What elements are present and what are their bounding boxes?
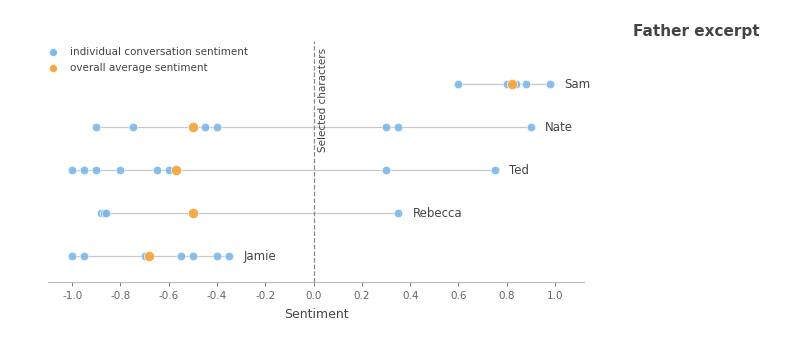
Point [46, 65, 59, 71]
Point [510, 82, 522, 87]
Point [186, 211, 199, 216]
Point [500, 82, 513, 87]
Point [488, 168, 501, 173]
Point [90, 168, 102, 173]
Point [380, 168, 393, 173]
Point [46, 49, 59, 55]
Point [525, 125, 538, 130]
Point [150, 168, 163, 173]
Point [126, 125, 139, 130]
Point [78, 254, 90, 259]
Text: individual conversation sentiment: individual conversation sentiment [70, 47, 248, 57]
Point [210, 125, 223, 130]
Text: overall average sentiment: overall average sentiment [70, 63, 207, 73]
Point [97, 211, 110, 216]
Point [66, 254, 78, 259]
Point [143, 254, 156, 259]
Point [392, 125, 405, 130]
Text: Jamie: Jamie [243, 250, 276, 263]
Point [505, 82, 518, 87]
Point [198, 125, 211, 130]
Point [138, 254, 151, 259]
Point [94, 211, 107, 216]
Point [222, 254, 235, 259]
Point [114, 168, 127, 173]
Point [90, 125, 102, 130]
Point [186, 254, 199, 259]
Point [392, 211, 405, 216]
Text: Selected characters: Selected characters [318, 48, 329, 152]
Point [170, 168, 182, 173]
Point [78, 168, 90, 173]
Text: Rebecca: Rebecca [413, 207, 462, 220]
Point [162, 168, 175, 173]
Point [380, 125, 393, 130]
X-axis label: Sentiment: Sentiment [284, 308, 348, 321]
Point [99, 211, 112, 216]
Point [186, 125, 199, 130]
Point [66, 168, 78, 173]
Point [174, 254, 187, 259]
Text: Father excerpt: Father excerpt [633, 24, 759, 39]
Text: Ted: Ted [509, 164, 529, 177]
Text: Nate: Nate [546, 121, 574, 134]
Point [210, 254, 223, 259]
Text: Sam: Sam [565, 78, 591, 91]
Point [452, 82, 465, 87]
Point [544, 82, 557, 87]
Point [520, 82, 533, 87]
